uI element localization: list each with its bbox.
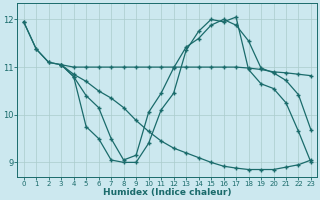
X-axis label: Humidex (Indice chaleur): Humidex (Indice chaleur) xyxy=(103,188,232,197)
